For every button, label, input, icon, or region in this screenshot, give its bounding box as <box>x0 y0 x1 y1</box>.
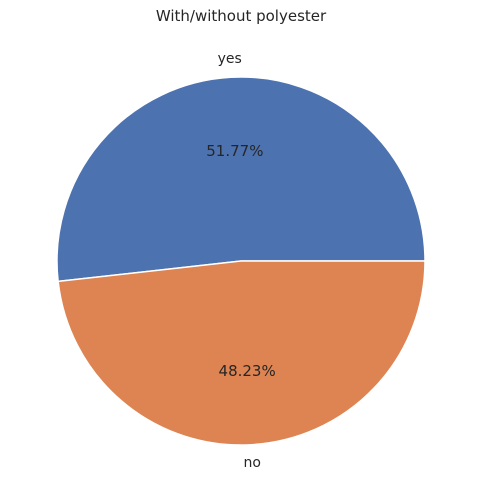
percent-label-no: 48.23% <box>219 362 276 380</box>
pie-slices <box>57 77 425 445</box>
slice-label-yes: yes <box>218 51 242 67</box>
chart-title: With/without polyester <box>156 7 327 25</box>
pie-slice-no <box>58 261 425 445</box>
percent-label-yes: 51.77% <box>206 142 263 160</box>
pie-slice-yes <box>57 77 425 281</box>
slice-label-no: no <box>244 455 261 471</box>
